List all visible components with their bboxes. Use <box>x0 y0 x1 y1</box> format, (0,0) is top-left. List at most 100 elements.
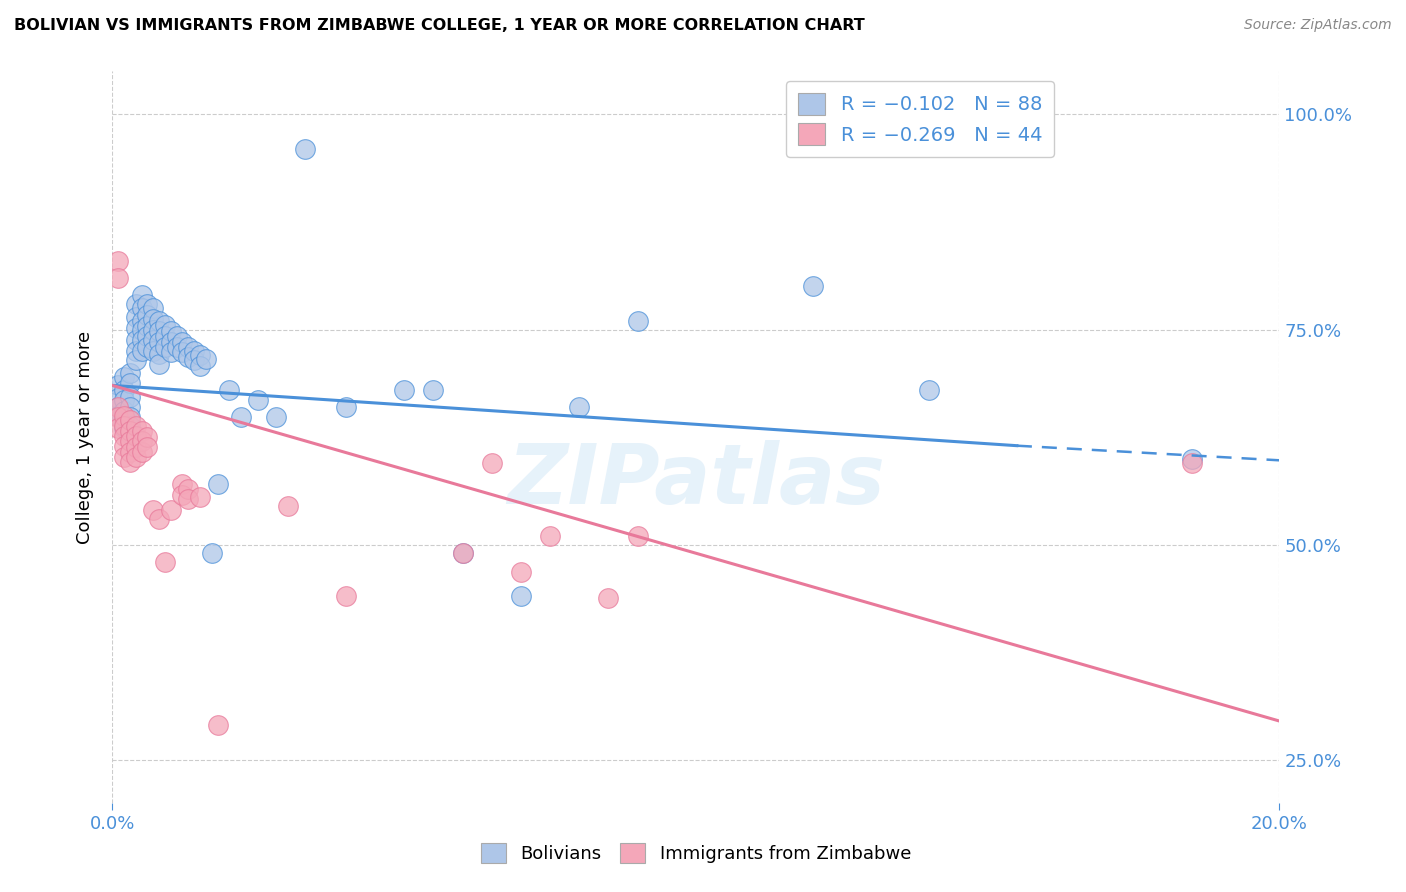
Point <box>153 318 176 333</box>
Point <box>538 529 561 543</box>
Point <box>112 383 135 397</box>
Point <box>131 322 153 336</box>
Point <box>626 529 648 543</box>
Point <box>112 429 135 443</box>
Point <box>509 589 531 603</box>
Point <box>112 439 135 453</box>
Point <box>294 142 316 156</box>
Point <box>148 346 170 360</box>
Point <box>177 340 200 354</box>
Point <box>172 344 194 359</box>
Text: ZIPatlas: ZIPatlas <box>508 441 884 522</box>
Point <box>136 440 159 454</box>
Point <box>112 409 135 423</box>
Point <box>247 393 270 408</box>
Point <box>107 378 129 392</box>
Point <box>183 353 205 368</box>
Point <box>142 333 165 347</box>
Point <box>142 503 165 517</box>
Point <box>335 589 357 603</box>
Point <box>264 410 287 425</box>
Point <box>153 329 176 343</box>
Point <box>131 333 153 347</box>
Point <box>160 344 183 359</box>
Point <box>107 420 129 434</box>
Point <box>131 444 153 458</box>
Point <box>118 376 141 390</box>
Point <box>229 410 252 425</box>
Point <box>188 348 211 362</box>
Point <box>160 334 183 349</box>
Point <box>177 350 200 364</box>
Point <box>142 344 165 359</box>
Point <box>136 296 159 310</box>
Point <box>118 366 141 380</box>
Point <box>276 499 298 513</box>
Point <box>107 400 129 414</box>
Point <box>160 503 183 517</box>
Point <box>153 555 176 569</box>
Point <box>107 271 129 285</box>
Point <box>142 322 165 336</box>
Point <box>598 591 620 605</box>
Point <box>177 482 200 496</box>
Point <box>218 383 240 397</box>
Point <box>172 488 194 502</box>
Point <box>112 404 135 418</box>
Point <box>112 421 135 435</box>
Point <box>335 400 357 414</box>
Point <box>801 279 824 293</box>
Point <box>160 324 183 338</box>
Point <box>136 329 159 343</box>
Point <box>153 340 176 354</box>
Text: BOLIVIAN VS IMMIGRANTS FROM ZIMBABWE COLLEGE, 1 YEAR OR MORE CORRELATION CHART: BOLIVIAN VS IMMIGRANTS FROM ZIMBABWE COL… <box>14 18 865 33</box>
Point <box>131 301 153 315</box>
Point <box>112 393 135 408</box>
Text: Source: ZipAtlas.com: Source: ZipAtlas.com <box>1244 18 1392 32</box>
Point <box>136 340 159 354</box>
Point <box>148 512 170 526</box>
Point <box>626 314 648 328</box>
Point <box>166 329 188 343</box>
Point <box>136 430 159 444</box>
Point <box>125 418 148 433</box>
Point <box>112 450 135 464</box>
Point <box>107 410 129 425</box>
Legend: Bolivians, Immigrants from Zimbabwe: Bolivians, Immigrants from Zimbabwe <box>470 831 922 874</box>
Point <box>172 335 194 350</box>
Point <box>118 455 141 469</box>
Point <box>148 324 170 338</box>
Point <box>112 413 135 427</box>
Point <box>125 352 148 367</box>
Point <box>207 718 229 732</box>
Point <box>481 456 503 470</box>
Point <box>142 312 165 326</box>
Point <box>451 546 474 560</box>
Point <box>207 477 229 491</box>
Point <box>918 383 941 397</box>
Point <box>125 310 148 324</box>
Point <box>125 450 148 464</box>
Point <box>148 335 170 350</box>
Point <box>201 546 224 560</box>
Point <box>118 390 141 404</box>
Point <box>118 444 141 458</box>
Point <box>125 333 148 347</box>
Point <box>118 418 141 433</box>
Point <box>125 429 148 443</box>
Point <box>183 344 205 359</box>
Y-axis label: College, 1 year or more: College, 1 year or more <box>76 331 94 543</box>
Point <box>166 340 188 354</box>
Point <box>118 413 141 427</box>
Point <box>392 383 416 397</box>
Point <box>148 357 170 371</box>
Point <box>125 440 148 454</box>
Point <box>118 434 141 449</box>
Point <box>118 410 141 425</box>
Point <box>107 392 129 406</box>
Point <box>451 546 474 560</box>
Point <box>112 418 135 433</box>
Point <box>136 319 159 334</box>
Point <box>194 351 217 366</box>
Point <box>509 565 531 579</box>
